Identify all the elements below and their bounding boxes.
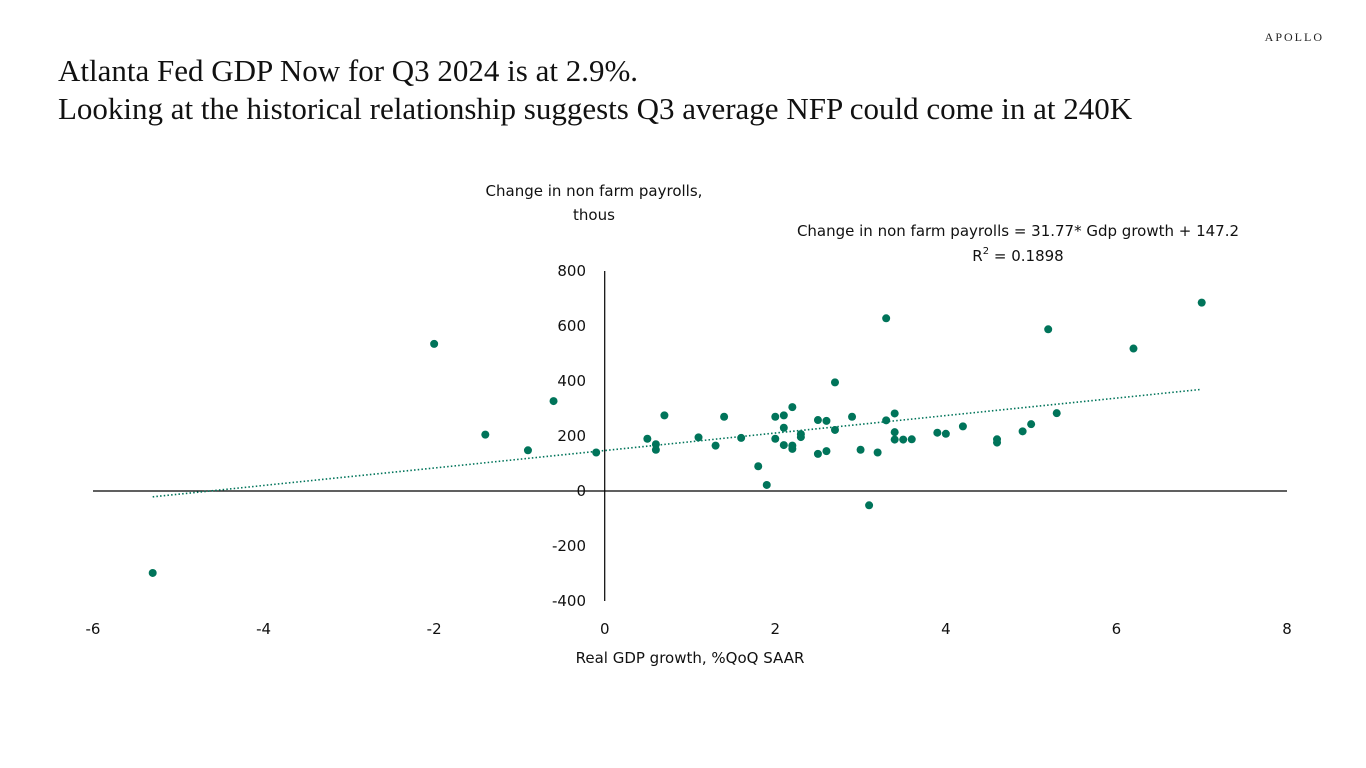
data-point (643, 434, 652, 443)
data-point (830, 378, 839, 387)
data-point (779, 441, 788, 450)
y-tick-label: 0 (576, 482, 586, 500)
regression-equation: Change in non farm payrolls = 31.77* Gdp… (797, 222, 1239, 240)
r-squared-label: R2 = 0.1898 (972, 246, 1063, 265)
y-tick-label: 400 (557, 372, 586, 390)
data-point (771, 434, 780, 443)
x-tick-label: 4 (941, 620, 951, 638)
data-point (890, 409, 899, 418)
data-point (1052, 409, 1061, 418)
data-point (796, 433, 805, 442)
trendline-group (152, 388, 1202, 498)
data-point (651, 440, 660, 449)
brand-logo: APOLLO (1264, 30, 1324, 44)
data-point (1018, 427, 1027, 436)
data-point (882, 416, 891, 425)
x-tick-label: 6 (1112, 620, 1122, 638)
x-tick-label: 8 (1282, 620, 1292, 638)
data-point (430, 339, 439, 348)
x-tick-label: -6 (86, 620, 101, 638)
y-tick-label: 200 (557, 427, 586, 445)
data-point (788, 403, 797, 412)
data-point (1027, 420, 1036, 429)
data-point (762, 480, 771, 489)
data-point (720, 412, 729, 421)
y-tick-label: 800 (557, 262, 586, 280)
data-point (788, 444, 797, 453)
page-title: Atlanta Fed GDP Now for Q3 2024 is at 2.… (58, 52, 1132, 128)
title-line-1: Atlanta Fed GDP Now for Q3 2024 is at 2.… (58, 53, 639, 88)
data-point (779, 423, 788, 432)
data-point (737, 433, 746, 442)
data-point (865, 501, 874, 510)
data-point (941, 429, 950, 438)
data-point (813, 416, 822, 425)
x-tick-label: 0 (600, 620, 610, 638)
data-point (822, 416, 831, 425)
data-point (549, 397, 558, 406)
y-axis-label-line-1: Change in non farm payrolls, (486, 182, 703, 200)
data-point (890, 435, 899, 444)
data-point (822, 447, 831, 456)
data-point (148, 568, 157, 577)
data-point (651, 445, 660, 454)
data-point (711, 441, 720, 450)
data-point (907, 435, 916, 444)
y-tick-label: 600 (557, 317, 586, 335)
data-point (890, 428, 899, 437)
tick-labels: -6 -4 -2 0 2 4 6 8 800 600 400 200 0 -200 -400 (86, 262, 1292, 638)
data-point (873, 448, 882, 457)
data-point (523, 446, 532, 455)
data-point (779, 411, 788, 420)
trendline (152, 388, 1202, 498)
data-point (856, 445, 865, 454)
x-tick-label: 2 (771, 620, 781, 638)
y-tick-label: -200 (552, 537, 586, 555)
data-point (1129, 344, 1138, 353)
x-tick-label: -4 (256, 620, 271, 638)
data-point (1044, 325, 1053, 334)
data-point (660, 411, 669, 420)
data-point (481, 430, 490, 439)
axes (93, 271, 1287, 601)
data-point (882, 314, 891, 323)
x-axis-label: Real GDP growth, %QoQ SAAR (576, 649, 805, 667)
data-point (993, 438, 1002, 447)
data-point (848, 412, 857, 421)
data-point (771, 412, 780, 421)
y-axis-label-line-2: thous (573, 206, 615, 224)
data-point (830, 425, 839, 434)
data-points (148, 298, 1206, 577)
data-point (694, 433, 703, 442)
data-point (1197, 298, 1206, 307)
data-point (813, 449, 822, 458)
x-tick-label: -2 (427, 620, 442, 638)
title-line-2: Looking at the historical relationship s… (58, 91, 1133, 126)
data-point (933, 428, 942, 437)
data-point (754, 462, 763, 471)
data-point (899, 435, 908, 444)
y-tick-label: -400 (552, 592, 586, 610)
data-point (592, 448, 601, 457)
data-point (958, 422, 967, 431)
